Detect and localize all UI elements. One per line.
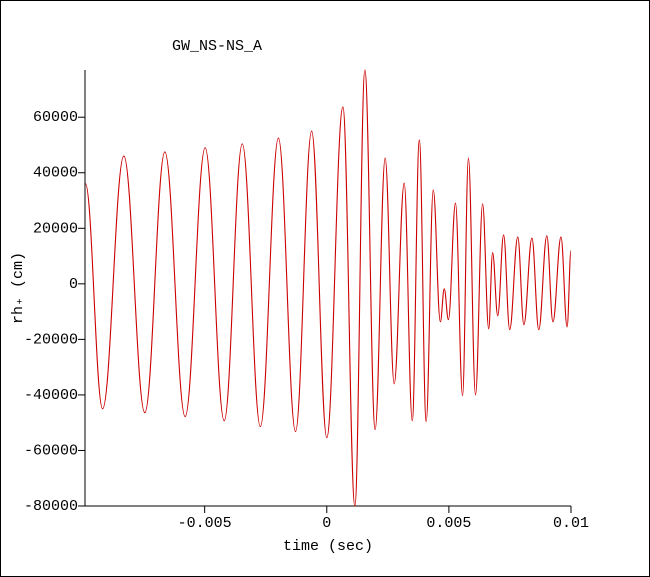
x-tick-label: 0.005 <box>426 515 471 532</box>
y-tick-label: 60000 <box>33 109 78 126</box>
x-tick-label: 0.01 <box>553 515 589 532</box>
x-axis-label: time (sec) <box>283 538 373 555</box>
y-tick-label: -40000 <box>24 387 78 404</box>
y-axis-label: rh₊ (cm) <box>10 252 27 324</box>
line-series <box>84 69 572 507</box>
y-tick-label: -20000 <box>24 331 78 348</box>
chart-title: GW_NS-NS_A <box>172 38 262 55</box>
x-tick-label: 0 <box>322 515 331 532</box>
x-tick-label: -0.005 <box>178 515 232 532</box>
y-tick-label: 20000 <box>33 220 78 237</box>
y-tick-label: 40000 <box>33 165 78 182</box>
y-tick-label: -60000 <box>24 442 78 459</box>
y-tick-label: 0 <box>69 276 78 293</box>
y-tick-label: -80000 <box>24 498 78 515</box>
